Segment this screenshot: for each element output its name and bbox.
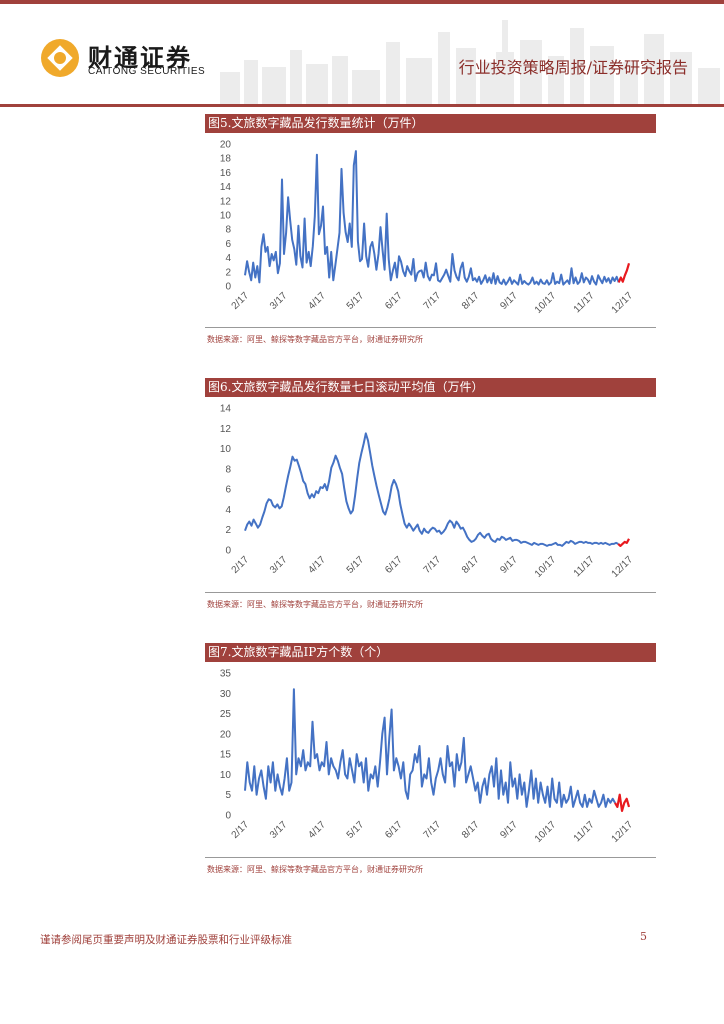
x-tick-label: 4/17 bbox=[306, 290, 328, 312]
y-tick-label: 8 bbox=[225, 225, 231, 236]
series-recent-line bbox=[614, 793, 631, 812]
x-tick-label: 7/17 bbox=[422, 819, 444, 841]
figure-7-title: 图7.文旅数字藏品IP方个数（个） bbox=[205, 643, 656, 662]
x-tick-label: 6/17 bbox=[383, 554, 405, 576]
x-tick-label: 3/17 bbox=[268, 819, 290, 841]
page-header: 财通证券 CAITONG SECURITIES 行业投资策略周报/证券研究报告 bbox=[0, 0, 724, 108]
y-tick-label: 4 bbox=[225, 505, 231, 516]
figure-6-source-rule bbox=[205, 592, 656, 593]
y-tick-label: 14 bbox=[220, 404, 232, 415]
y-tick-label: 15 bbox=[220, 750, 232, 761]
y-tick-label: 8 bbox=[225, 464, 231, 475]
figure-7-source-rule bbox=[205, 857, 656, 858]
x-tick-label: 10/17 bbox=[533, 819, 559, 845]
x-tick-label: 2/17 bbox=[230, 819, 252, 841]
series-main-line bbox=[244, 688, 616, 808]
x-tick-label: 4/17 bbox=[306, 554, 328, 576]
series-recent-line bbox=[617, 538, 630, 547]
header-bottom-rule bbox=[0, 104, 724, 107]
x-tick-label: 8/17 bbox=[460, 819, 482, 841]
x-tick-label: 8/17 bbox=[460, 554, 482, 576]
x-tick-label: 12/17 bbox=[610, 819, 636, 845]
figure-6-source: 数据来源：阿里、鲸探等数字藏品官方平台，财通证券研究所 bbox=[207, 600, 423, 609]
report-type-title: 行业投资策略周报/证券研究报告 bbox=[458, 58, 688, 77]
figure-5-source: 数据来源：阿里、鲸探等数字藏品官方平台，财通证券研究所 bbox=[207, 335, 423, 344]
logo-english-name: CAITONG SECURITIES bbox=[88, 66, 206, 77]
series-main-line bbox=[244, 432, 619, 547]
x-tick-label: 9/17 bbox=[498, 554, 520, 576]
series-main-line bbox=[244, 150, 620, 286]
y-tick-label: 5 bbox=[225, 790, 231, 801]
x-tick-label: 9/17 bbox=[498, 819, 520, 841]
x-tick-label: 2/17 bbox=[230, 290, 252, 312]
caitong-logo-icon bbox=[41, 39, 79, 77]
x-tick-label: 4/17 bbox=[306, 819, 328, 841]
x-tick-label: 6/17 bbox=[383, 819, 405, 841]
x-tick-label: 3/17 bbox=[268, 290, 290, 312]
figure-6-chart: 0 2 4 6 8 10 12 14 2/17 3/17 4/17 5/17 6/17 7/17 8/17 9… bbox=[220, 404, 636, 580]
x-tick-label: 10/17 bbox=[533, 290, 559, 316]
x-tick-label: 5/17 bbox=[345, 819, 367, 841]
x-tick-label: 5/17 bbox=[345, 290, 367, 312]
page-number: 5 bbox=[640, 930, 647, 943]
y-tick-label: 6 bbox=[225, 239, 231, 250]
y-tick-label: 12 bbox=[220, 424, 232, 435]
y-tick-label: 2 bbox=[225, 267, 231, 278]
y-tick-label: 14 bbox=[220, 182, 232, 193]
figure-7-source: 数据来源：阿里、鲸探等数字藏品官方平台，财通证券研究所 bbox=[207, 865, 423, 874]
x-tick-label: 11/17 bbox=[572, 554, 597, 579]
x-tick-label: 9/17 bbox=[498, 290, 520, 312]
y-tick-label: 10 bbox=[220, 770, 232, 781]
y-tick-label: 35 bbox=[220, 669, 232, 680]
y-tick-label: 20 bbox=[220, 140, 232, 151]
x-tick-label: 12/17 bbox=[610, 554, 636, 580]
logo-chinese-name: 财通证券 bbox=[88, 44, 192, 72]
y-tick-label: 0 bbox=[225, 282, 231, 293]
header-top-rule bbox=[0, 0, 724, 4]
y-tick-label: 4 bbox=[225, 253, 231, 264]
x-tick-label: 11/17 bbox=[572, 290, 597, 315]
x-tick-label: 2/17 bbox=[230, 554, 252, 576]
x-tick-label: 12/17 bbox=[610, 290, 636, 316]
y-tick-label: 25 bbox=[220, 709, 232, 720]
x-tick-label: 8/17 bbox=[460, 290, 482, 312]
y-tick-label: 0 bbox=[225, 546, 231, 557]
figure-7-chart: 0 5 10 15 20 25 30 35 2/17 3/17 4/17 5/17 6/17 7/17 8/… bbox=[220, 669, 636, 845]
y-tick-label: 18 bbox=[220, 154, 232, 165]
y-tick-label: 10 bbox=[220, 444, 232, 455]
y-tick-label: 20 bbox=[220, 729, 232, 740]
y-tick-label: 0 bbox=[225, 811, 231, 822]
x-tick-label: 3/17 bbox=[268, 554, 290, 576]
figure-5-source-rule bbox=[205, 327, 656, 328]
x-tick-label: 10/17 bbox=[533, 554, 559, 580]
x-tick-label: 7/17 bbox=[422, 554, 444, 576]
y-tick-label: 16 bbox=[220, 168, 232, 179]
y-tick-label: 2 bbox=[225, 525, 231, 536]
x-tick-label: 5/17 bbox=[345, 554, 367, 576]
y-tick-label: 12 bbox=[220, 196, 232, 207]
y-tick-label: 10 bbox=[220, 211, 232, 222]
city-skyline-watermark bbox=[220, 20, 720, 104]
figure-6-title: 图6.文旅数字藏品发行数量七日滚动平均值（万件） bbox=[205, 378, 656, 397]
x-tick-label: 11/17 bbox=[572, 819, 597, 844]
figure-5-chart: 0 2 4 6 8 10 12 14 16 18 20 2/17 3/17 4/17 5/17 6/17 7/1… bbox=[220, 140, 636, 316]
disclaimer-note: 谨请参阅尾页重要声明及财通证券股票和行业评级标准 bbox=[40, 934, 292, 946]
figure-5-title: 图5.文旅数字藏品发行数量统计（万件） bbox=[205, 114, 656, 133]
x-tick-label: 6/17 bbox=[383, 290, 405, 312]
y-tick-label: 30 bbox=[220, 689, 232, 700]
series-recent-line bbox=[617, 262, 631, 283]
y-tick-label: 6 bbox=[225, 485, 231, 496]
x-tick-label: 7/17 bbox=[422, 290, 444, 312]
